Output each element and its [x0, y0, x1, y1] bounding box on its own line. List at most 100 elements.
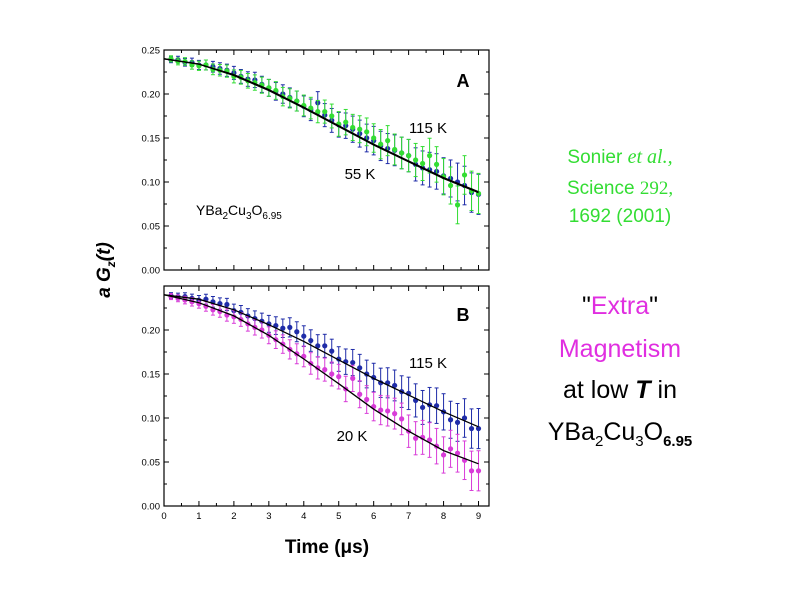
data-point	[294, 329, 300, 335]
x-tick-label: 5	[336, 511, 341, 522]
data-point	[399, 416, 405, 422]
y-tick-label: 0.15	[142, 134, 161, 145]
panel-b-label-115k: 115 K	[409, 355, 447, 372]
data-point	[461, 415, 468, 421]
citation-line-3: 1692 (2001)	[568, 206, 672, 227]
fit-curve	[163, 294, 479, 428]
data-point	[329, 371, 335, 377]
data-point	[468, 425, 475, 432]
data-point	[301, 333, 307, 339]
data-point	[475, 468, 482, 474]
data-point	[447, 446, 454, 452]
data-point	[350, 359, 356, 366]
data-point	[364, 396, 370, 403]
panel-a-label-55k: 55 K	[345, 166, 376, 183]
data-point	[426, 437, 433, 443]
data-point	[322, 343, 328, 349]
data-point	[440, 452, 447, 458]
data-point	[280, 325, 286, 331]
data-point	[468, 468, 475, 474]
data-point	[385, 138, 391, 144]
panel-b-label-20k: 20 K	[337, 428, 368, 445]
data-point	[343, 119, 349, 125]
y-axis-label-main: a G	[94, 267, 115, 298]
y-tick-label: 0.15	[142, 370, 161, 381]
data-point	[308, 337, 314, 344]
data-point	[420, 404, 426, 411]
data-point	[364, 129, 370, 135]
data-point	[350, 124, 356, 131]
fit-curve	[163, 58, 479, 194]
data-point	[461, 172, 468, 178]
x-tick-label: 9	[476, 511, 481, 522]
data-point	[385, 408, 391, 414]
y-tick-label: 0.25	[142, 46, 161, 57]
data-point	[315, 343, 321, 349]
panel-b: 0.00 0.05 0.10 0.15 0.20 0 1 2 3 4 5 6 7 8 9	[142, 285, 490, 522]
x-tick-label: 8	[441, 511, 446, 522]
data-point	[350, 375, 356, 381]
y-tick-label: 0.20	[142, 90, 161, 101]
data-point	[357, 391, 363, 397]
data-point	[413, 435, 419, 441]
data-point	[475, 425, 482, 432]
x-tick-label: 4	[301, 511, 306, 522]
data-point	[420, 160, 426, 167]
data-point	[454, 202, 461, 208]
y-tick-label: 0.05	[142, 222, 161, 233]
panel-a: 0.00 0.05 0.10 0.15 0.20 0.25	[142, 46, 490, 277]
citation-line-1: Sonier et al.,	[567, 146, 673, 168]
data-point	[308, 105, 314, 111]
plot-frame	[163, 49, 490, 271]
data-point	[336, 374, 342, 380]
data-point	[392, 382, 398, 389]
data-point	[447, 182, 454, 189]
y-axis-label-sub: z	[104, 261, 118, 268]
plot-frame	[163, 285, 490, 507]
citation-line-2: Science 292,	[566, 178, 674, 199]
headline-formula: YBa2Cu3O6.95	[547, 418, 693, 450]
data-point	[224, 301, 230, 308]
data-point	[329, 113, 335, 119]
data-point	[392, 411, 398, 417]
headline-extra: "Extra"	[581, 292, 659, 320]
panel-a-letter: A	[457, 71, 470, 91]
data-point	[357, 365, 363, 371]
data-point	[371, 135, 377, 141]
y-tick-label: 0.05	[142, 458, 161, 469]
data-point	[447, 417, 454, 423]
y-tick-label: 0.00	[142, 502, 161, 513]
data-point	[399, 150, 405, 156]
headline-magnetism: Magnetism	[558, 335, 682, 363]
y-axis-label: a Gz(t)	[94, 242, 118, 298]
x-tick-label: 7	[406, 511, 411, 522]
fit-curve	[163, 294, 479, 465]
x-tick-label: 0	[161, 511, 166, 522]
panel-a-sample-formula: YBa2Cu3O6.95	[196, 202, 282, 222]
data-point	[392, 146, 398, 153]
x-tick-label: 6	[371, 511, 376, 522]
x-tick-label: 2	[231, 511, 236, 522]
data-point	[378, 141, 384, 147]
data-point	[433, 161, 440, 167]
data-point	[454, 450, 461, 456]
data-point	[413, 157, 419, 163]
y-tick-label: 0.20	[142, 326, 161, 337]
data-point	[329, 348, 335, 354]
headline-at-low-t: at low T in	[563, 376, 677, 404]
y-tick-label: 0.10	[142, 178, 161, 189]
data-point	[378, 407, 384, 413]
x-tick-label: 1	[196, 511, 201, 522]
y-axis-label-arg: (t)	[94, 242, 115, 261]
x-axis-label: Time (μs)	[285, 537, 369, 558]
data-point	[322, 109, 328, 115]
data-point	[315, 109, 321, 115]
data-point	[433, 403, 440, 409]
panel-a-label-115k: 115 K	[409, 120, 447, 137]
y-tick-label: 0.10	[142, 414, 161, 425]
panel-b-letter: B	[457, 305, 470, 325]
data-point	[357, 126, 363, 132]
y-tick-label: 0.00	[142, 266, 161, 277]
data-point	[426, 153, 433, 159]
